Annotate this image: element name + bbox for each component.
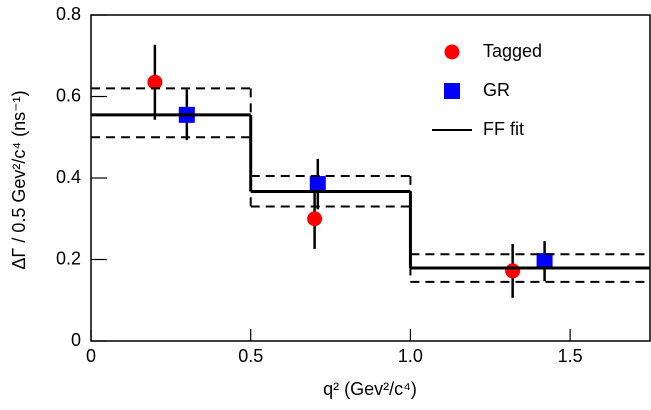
y-tick-label: 0.8	[56, 4, 81, 24]
plot-frame	[90, 14, 651, 342]
legend-label: FF fit	[483, 119, 524, 139]
circle-marker	[147, 74, 163, 90]
legend-square	[444, 83, 460, 99]
y-tick-label: 0.2	[56, 248, 81, 268]
legend-label: Tagged	[483, 41, 542, 61]
y-tick-label: 0	[71, 330, 81, 350]
y-tick-label: 0.6	[56, 85, 81, 105]
y-axis-label: ΔΓ / 0.5 Gev²/c⁴ (ns⁻¹)	[9, 90, 29, 269]
legend-circle	[444, 44, 460, 60]
circle-marker	[307, 211, 323, 227]
x-tick-label: 1.0	[398, 346, 423, 366]
square-marker	[536, 253, 553, 270]
x-tick-label: 0	[86, 346, 96, 366]
square-marker	[309, 176, 326, 193]
y-tick-label: 0.4	[56, 167, 81, 187]
x-tick-label: 0.5	[238, 346, 263, 366]
legend-label: GR	[483, 80, 510, 100]
x-axis-label: q² (Gev²/c⁴)	[323, 379, 417, 399]
x-tick-label: 1.5	[558, 346, 583, 366]
circle-marker	[505, 263, 521, 279]
